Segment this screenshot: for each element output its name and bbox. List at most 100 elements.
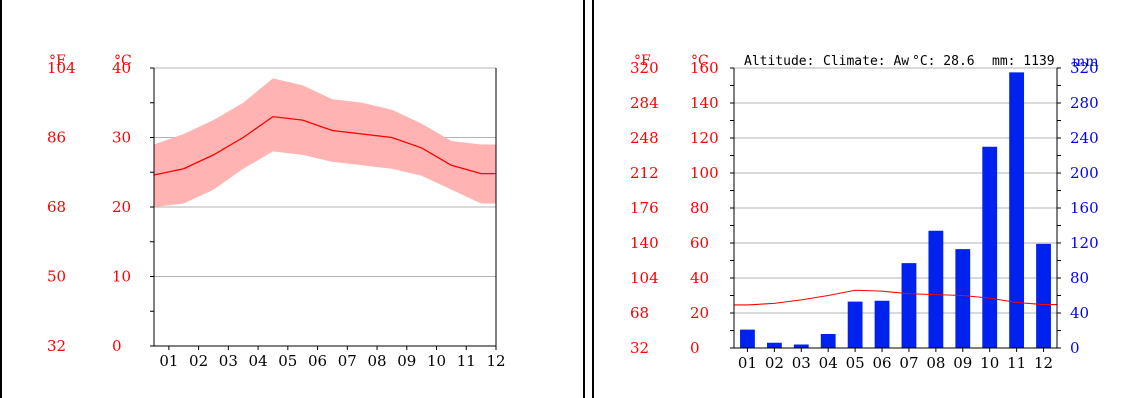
y-tick-label-fahrenheit: 104 (630, 269, 659, 287)
mean-temperature-line (734, 289, 1057, 306)
y-tick-label-celsius: 40 (690, 269, 709, 287)
header-precipitation: mm: 1139 (992, 54, 1055, 69)
y-tick-label-celsius: 0 (112, 337, 122, 355)
x-tick-label: 04 (249, 352, 268, 370)
y-tick-label-celsius: 20 (112, 198, 131, 216)
x-tick-label: 07 (338, 352, 357, 370)
precipitation-bars (740, 72, 1051, 348)
y-tick-label-mm: 40 (1070, 304, 1089, 322)
precipitation-bar (874, 300, 890, 348)
temperature-panel: °F °C 0 10 20 30 40 32 50 68 86 104 01 02 03 04 05 06… (0, 0, 585, 398)
y-axis-fahrenheit: 32 50 68 86 104 (47, 59, 76, 355)
precipitation-bar (793, 344, 809, 348)
y-tick-label-celsius: 60 (690, 234, 709, 252)
x-tick-label: 02 (765, 354, 784, 372)
y-tick-label-fahrenheit: 284 (630, 94, 659, 112)
precipitation-bar (1036, 243, 1051, 348)
header-altitude: Altitude: (744, 54, 814, 69)
y-axis-mm: 0 40 80 120 160 200 240 280 320 (1070, 59, 1099, 357)
x-tick-label: 06 (872, 354, 891, 372)
y-tick-label-celsius: 120 (690, 129, 719, 147)
y-tick-label-mm: 80 (1070, 269, 1089, 287)
y-tick-label-fahrenheit: 68 (630, 304, 649, 322)
x-tick-label: 09 (953, 354, 972, 372)
y-tick-label-mm: 240 (1070, 129, 1099, 147)
y-tick-label-celsius: 140 (690, 94, 719, 112)
x-tick-label: 04 (819, 354, 838, 372)
x-tick-label: 11 (1007, 354, 1026, 372)
y-tick-label-mm: 160 (1070, 199, 1099, 217)
x-tick-label: 10 (980, 354, 999, 372)
y-tick-label-fahrenheit: 140 (630, 234, 659, 252)
y-tick-label-fahrenheit: 50 (47, 268, 66, 286)
y-tick-label-mm: 280 (1070, 94, 1099, 112)
x-tick-label: 07 (899, 354, 918, 372)
precipitation-bar (766, 342, 782, 348)
header-temperature: °C: 28.6 (912, 54, 975, 69)
temperature-range-band (154, 78, 496, 207)
y-tick-label-fahrenheit: 320 (630, 59, 659, 77)
x-tick-label: 11 (457, 352, 476, 370)
climate-chart: °F °C mm Altitude: Climate: Aw °C: 28.6 … (630, 53, 1099, 372)
precipitation-bar (820, 334, 836, 348)
header-climate: Climate: Aw (823, 54, 909, 69)
x-tick-label: 05 (278, 352, 297, 370)
axes (730, 67, 1061, 349)
y-tick-label-fahrenheit: 176 (630, 199, 659, 217)
x-tick-label: 09 (397, 352, 416, 370)
y-axis-celsius: 0 20 40 60 80 100 120 140 160 (690, 59, 719, 357)
climate-panel: °F °C mm Altitude: Climate: Aw °C: 28.6 … (592, 0, 1132, 398)
x-tick-label: 06 (308, 352, 327, 370)
y-tick-label-fahrenheit: 212 (630, 164, 659, 182)
mean-temperature-line (153, 115, 496, 176)
x-axis-months: 01 02 03 04 05 06 07 08 09 10 11 12 (159, 346, 506, 370)
unit-celsius: °C (691, 53, 709, 69)
grid-lines (734, 67, 1057, 314)
y-axis-fahrenheit: 32 68 104 140 176 212 248 284 320 (630, 59, 659, 357)
precipitation-bar (740, 329, 755, 348)
precipitation-bar (847, 301, 863, 348)
y-tick-label-mm: 0 (1070, 339, 1080, 357)
x-tick-label: 03 (219, 352, 238, 370)
x-tick-label: 12 (486, 352, 505, 370)
y-tick-label-celsius: 20 (690, 304, 709, 322)
x-axis-months: 01 02 03 04 05 06 07 08 09 10 11 12 (738, 348, 1053, 372)
y-tick-label-fahrenheit: 104 (47, 59, 76, 77)
y-tick-label-fahrenheit: 68 (47, 198, 66, 216)
x-tick-label: 12 (1034, 354, 1053, 372)
y-tick-label-celsius: 30 (112, 129, 131, 147)
x-tick-label: 03 (792, 354, 811, 372)
x-tick-label: 08 (926, 354, 945, 372)
x-tick-label: 01 (159, 352, 178, 370)
y-tick-label-celsius: 100 (690, 164, 719, 182)
y-tick-label-celsius: 10 (112, 268, 131, 286)
x-tick-label: 02 (189, 352, 208, 370)
x-tick-label: 05 (846, 354, 865, 372)
precipitation-bar (955, 249, 971, 348)
y-tick-label-celsius: 160 (690, 59, 719, 77)
y-tick-label-celsius: 40 (112, 59, 131, 77)
y-tick-label-fahrenheit: 32 (47, 337, 66, 355)
y-tick-label-mm: 120 (1070, 234, 1099, 252)
temperature-chart: °F °C 0 10 20 30 40 32 50 68 86 104 01 02 03 04 05 06… (47, 53, 506, 370)
y-tick-label-fahrenheit: 86 (47, 129, 66, 147)
precipitation-bar (901, 263, 917, 348)
unit-mm: mm (1072, 54, 1099, 70)
x-tick-label: 01 (738, 354, 757, 372)
y-tick-label-mm: 320 (1070, 59, 1099, 77)
y-tick-label-fahrenheit: 248 (630, 129, 659, 147)
y-tick-label-celsius: 80 (690, 199, 709, 217)
unit-fahrenheit: °F (634, 53, 651, 69)
y-tick-label-mm: 200 (1070, 164, 1099, 182)
y-tick-label-celsius: 0 (690, 339, 700, 357)
unit-celsius: °C (114, 53, 132, 69)
x-tick-label: 08 (367, 352, 386, 370)
precipitation-bar (1009, 72, 1025, 348)
y-tick-label-fahrenheit: 32 (630, 339, 649, 357)
precipitation-bar (928, 230, 944, 348)
precipitation-bar (982, 146, 998, 348)
y-axis-celsius: 0 10 20 30 40 (112, 59, 131, 355)
x-tick-label: 10 (427, 352, 446, 370)
axes (150, 67, 497, 347)
unit-fahrenheit: °F (49, 53, 66, 69)
